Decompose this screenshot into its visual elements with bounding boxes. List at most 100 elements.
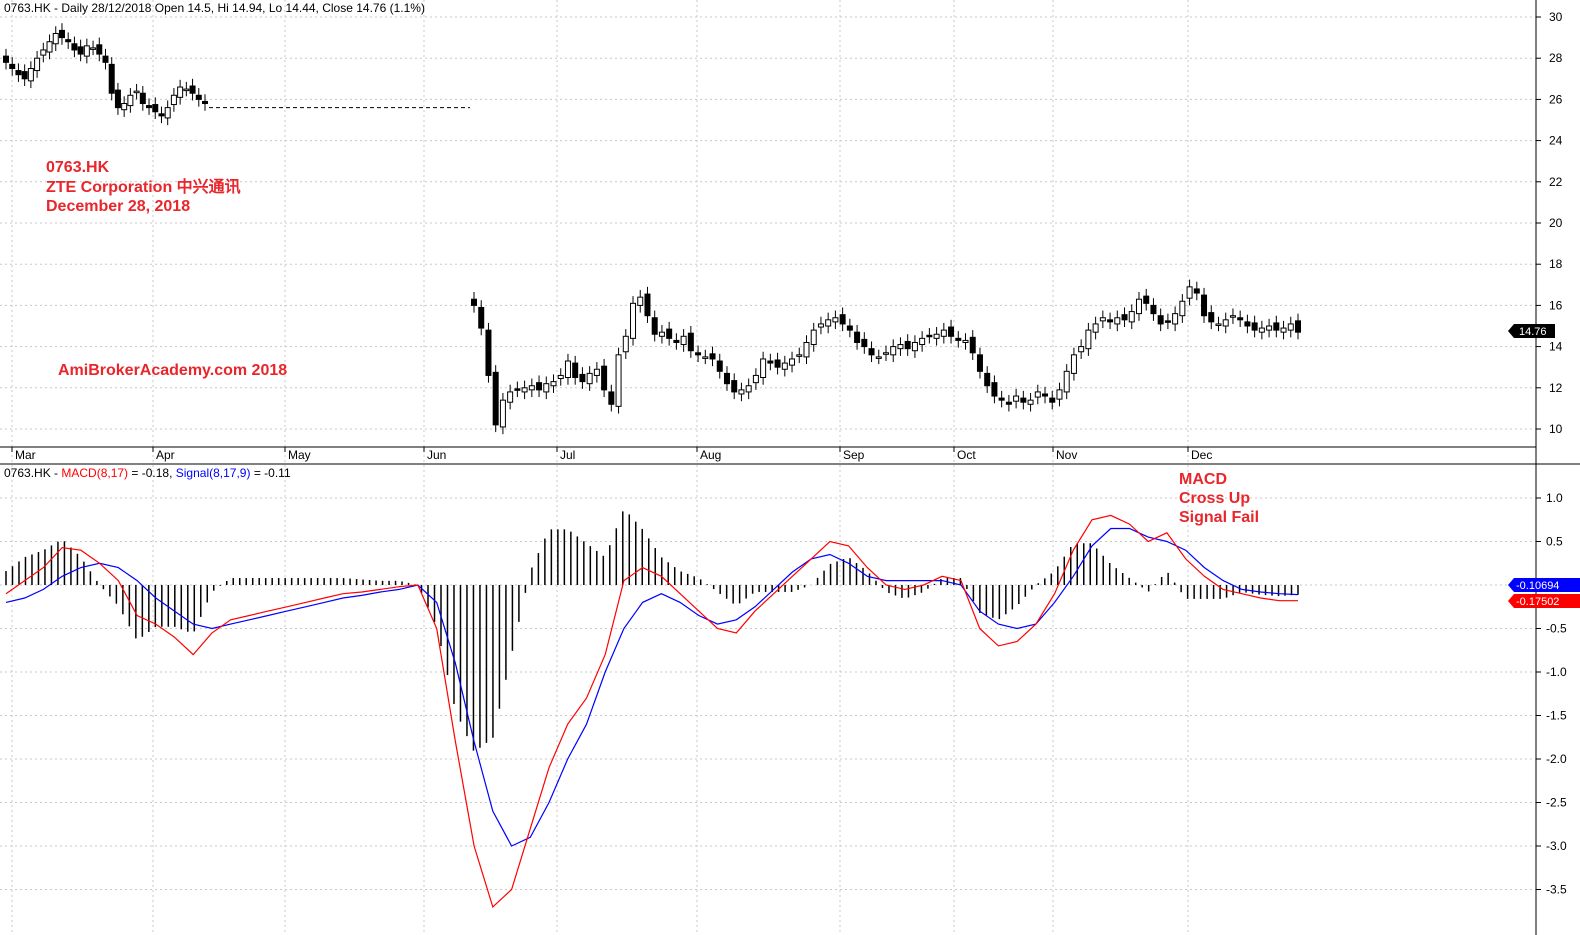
candle-body: [883, 352, 889, 355]
candle-body: [21, 71, 28, 80]
candle-body: [164, 107, 171, 119]
candle-body: [152, 104, 159, 113]
signal-value-label: -0.10694: [1508, 578, 1580, 592]
price-tick-label: 16: [1549, 298, 1563, 312]
candle-body: [1121, 314, 1128, 321]
price-tick-label: 12: [1549, 381, 1563, 395]
candle-body: [861, 338, 868, 348]
candle-body: [680, 335, 687, 346]
candle-body: [695, 352, 702, 356]
month-label: Mar: [15, 448, 36, 462]
candle-body: [846, 325, 853, 331]
candle-body: [1020, 397, 1027, 403]
watermark-annotation: AmiBrokerAcademy.com 2018: [58, 362, 287, 379]
macd-gridlines: [0, 497, 1536, 890]
candle-body: [127, 94, 134, 107]
svg-text:-0.17502: -0.17502: [1516, 596, 1559, 608]
candle-body: [637, 296, 644, 306]
month-label: Oct: [957, 448, 976, 462]
price-tick-label: 30: [1549, 10, 1563, 24]
candle-body: [1099, 317, 1106, 322]
macd-tick-label: -2.0: [1546, 752, 1567, 766]
month-label: Dec: [1191, 448, 1212, 462]
candle-body: [170, 94, 177, 106]
candle-body: [608, 391, 615, 405]
candle-body: [731, 380, 738, 393]
candle-body: [1287, 323, 1294, 331]
candle-body: [572, 362, 579, 378]
candle-body: [133, 90, 140, 94]
candle-body: [998, 397, 1005, 401]
candle-body: [96, 44, 103, 55]
candle-body: [108, 63, 115, 94]
candle-body: [919, 337, 926, 346]
candle-body: [658, 331, 665, 337]
candle-body: [195, 94, 202, 100]
candle-body: [702, 356, 709, 359]
candle-body: [1172, 313, 1179, 325]
candle-body: [507, 391, 514, 403]
candle-body: [622, 335, 629, 353]
candle-body: [1042, 393, 1049, 397]
candle-body: [52, 32, 59, 45]
candle-body: [709, 353, 716, 360]
candle-body: [1179, 300, 1186, 317]
candle-body: [499, 399, 506, 428]
macd-note-line1: MACD: [1179, 471, 1227, 488]
macd-tick-label: -3.5: [1546, 883, 1567, 897]
candle-body: [969, 336, 976, 354]
candle-body: [1056, 389, 1063, 400]
candle-body: [926, 334, 933, 338]
price-tick-label: 14: [1549, 340, 1563, 354]
candle-body: [1244, 321, 1251, 327]
date-annotation: December 28, 2018: [46, 198, 190, 215]
signal-line: [5, 527, 1299, 847]
macd-histogram: [5, 511, 1299, 751]
candle-body: [528, 385, 535, 391]
month-label: Jul: [560, 448, 575, 462]
candle-body: [65, 39, 72, 43]
candle-body: [1295, 320, 1301, 333]
candle-body: [991, 382, 998, 397]
price-axis: 30 28 26 24 22 20 18 16 14 12 10: [1536, 10, 1563, 436]
candle-body: [58, 29, 65, 39]
macd-tick-label: 1.0: [1546, 491, 1563, 505]
price-gridlines: [0, 0, 1536, 935]
candle-body: [492, 371, 499, 426]
month-label: Sep: [843, 448, 865, 462]
candle-body: [114, 89, 121, 109]
candle-body: [803, 341, 810, 358]
candle-body: [687, 332, 694, 352]
candle-body: [940, 329, 947, 337]
candlestick-series: [3, 23, 1301, 435]
candle-body: [904, 340, 911, 350]
candle-body: [1201, 294, 1208, 317]
candle-body: [550, 381, 557, 387]
candle-body: [1150, 304, 1157, 315]
candle-body: [1258, 327, 1265, 333]
candle-body: [875, 356, 882, 359]
candle-body: [1215, 323, 1222, 326]
candle-body: [536, 382, 543, 391]
candle-body: [579, 373, 586, 383]
candle-body: [1092, 323, 1099, 333]
candle-body: [1034, 391, 1041, 398]
candle-body: [121, 103, 128, 111]
candle-body: [27, 68, 34, 82]
candle-body: [77, 46, 84, 55]
price-tick-label: 22: [1549, 175, 1563, 189]
candle-body: [1273, 322, 1280, 331]
candle-body: [868, 348, 875, 356]
macd-tick-label: -0.5: [1546, 622, 1567, 636]
candle-body: [854, 331, 861, 343]
candle-body: [984, 372, 991, 387]
candle-body: [1157, 315, 1164, 325]
candle-body: [1128, 311, 1135, 323]
candle-body: [738, 389, 745, 395]
candle-body: [796, 354, 803, 357]
month-label: Nov: [1056, 448, 1077, 462]
macd-tick-label: -1.0: [1546, 665, 1567, 679]
symbol-annotation: 0763.HK: [46, 159, 110, 176]
last-price-label: 14.76: [1508, 324, 1555, 338]
macd-tick-label: -1.5: [1546, 709, 1567, 723]
